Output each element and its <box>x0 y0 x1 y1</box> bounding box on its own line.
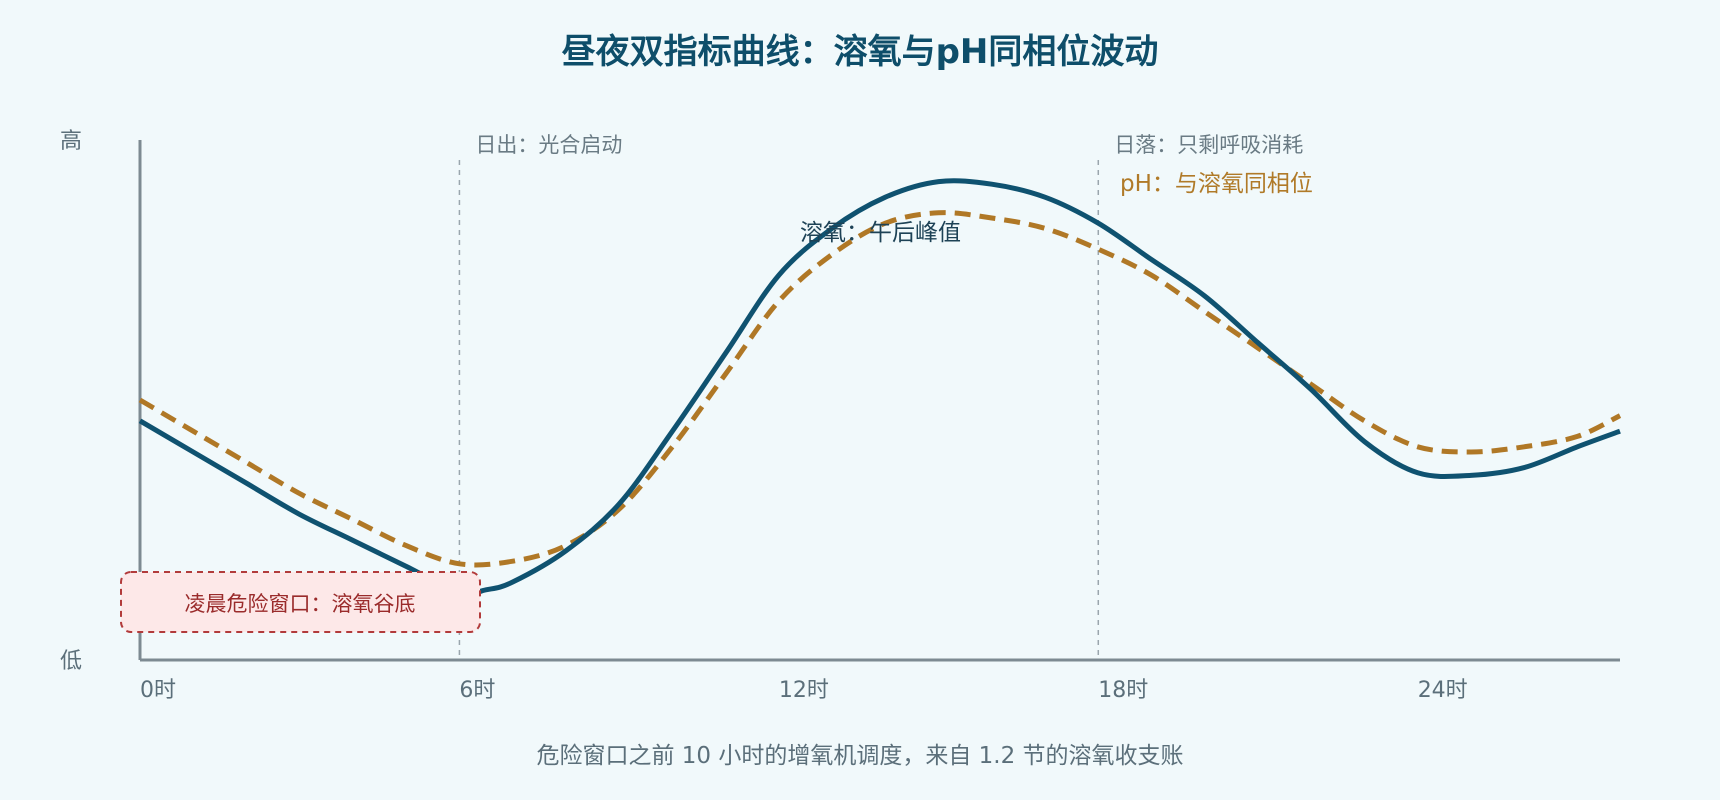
series-group <box>138 178 1622 597</box>
y-axis-low-label: 低 <box>60 649 82 674</box>
reference-lines: 日出：光合启动 日落：只剩呼吸消耗 <box>458 133 1303 658</box>
ph-note-label: pH：与溶氧同相位 <box>1120 171 1313 197</box>
do-peak-label: 溶氧：午后峰值 <box>800 220 961 246</box>
x-tick-label-3: 18时 <box>1098 678 1148 703</box>
danger-window-annotation: 凌晨危险窗口：溶氧谷底 <box>120 571 481 633</box>
x-axis-ticks: 0时 6时 12时 18时 24时 <box>140 678 1468 703</box>
x-tick-label-4: 24时 <box>1418 678 1468 703</box>
x-tick-label-1: 6时 <box>459 678 495 703</box>
chart-title: 昼夜双指标曲线：溶氧与pH同相位波动 <box>562 32 1159 72</box>
x-tick-label-2: 12时 <box>779 678 829 703</box>
series-line-do <box>138 178 1621 597</box>
series-line-ph <box>138 210 1622 568</box>
reference-line-label-0: 日出：光合启动 <box>475 133 622 157</box>
danger-window-label: 凌晨危险窗口：溶氧谷底 <box>185 592 416 616</box>
danger-window-box <box>120 571 481 633</box>
reference-line-label-1: 日落：只剩呼吸消耗 <box>1114 133 1303 157</box>
chart-caption: 危险窗口之前 10 小时的增氧机调度，来自 1.2 节的溶氧收支账 <box>536 743 1183 769</box>
x-tick-label-0: 0时 <box>140 678 176 703</box>
y-axis-high-label: 高 <box>60 129 82 154</box>
